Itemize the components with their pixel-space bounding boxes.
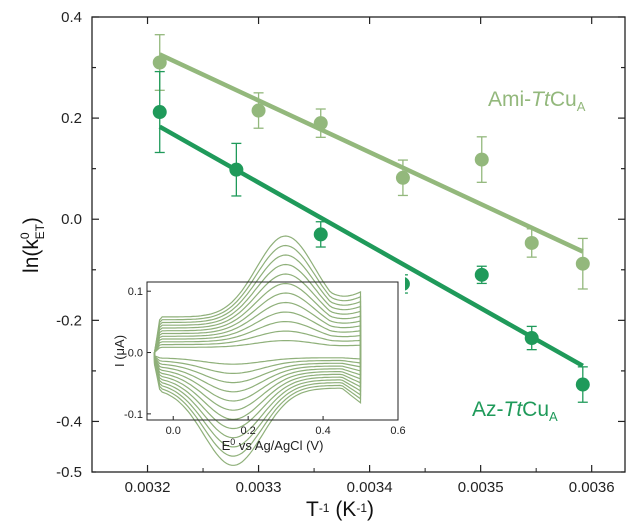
x-axis-title: T-1 (K-1) (306, 498, 374, 521)
plot-frame (91, 16, 626, 473)
cv-curve (153, 235, 362, 466)
y-tick-label: -0.5 (56, 464, 82, 481)
inset-x-tick-label: 0.6 (390, 425, 405, 437)
fit-line (158, 52, 584, 254)
series-ami: Ami-TtCuA (152, 34, 590, 290)
data-point (152, 105, 167, 120)
data-point (251, 103, 266, 118)
x-tick-label: 0.0032 (125, 479, 171, 496)
cv-curves (153, 235, 362, 466)
y-tick-label: 0.4 (61, 9, 82, 26)
series-label: Ami-TtCuA (488, 88, 586, 114)
data-point (395, 170, 410, 185)
y-axis-title: ln(k0ET) (18, 217, 47, 273)
inset-plot: 0.0 0.2 0.4 0.6 -0.1 0.0 0.1 E0 vs Ag/AgCl (V) I… (112, 235, 406, 466)
inset-frame (146, 281, 399, 421)
inset-y-axis-title: I (μA) (112, 335, 127, 367)
inset-y-tick-label: 0.0 (128, 348, 143, 360)
inset-y-tick-label: 0.1 (128, 286, 143, 298)
inset-x-tick-label: 0.0 (166, 425, 181, 437)
y-tick-label: -0.4 (56, 413, 82, 430)
x-tick-label: 0.0036 (569, 479, 615, 496)
main-plot: 0.0032 0.0033 0.0034 0.0035 0.0036 -0.5 -0.4 -0… (18, 9, 626, 521)
y-tick-label: 0.2 (61, 110, 82, 127)
inset-x-axis-title: E0 vs Ag/AgCl (V) (222, 437, 324, 453)
data-point (152, 55, 167, 70)
data-point (524, 235, 539, 250)
x-tick-label: 0.0035 (458, 479, 504, 496)
data-point (474, 267, 489, 282)
inset-x-tick-label: 0.2 (241, 425, 256, 437)
inset-y-tick-label: -0.1 (124, 409, 143, 421)
x-tick-label: 0.0034 (347, 479, 393, 496)
data-point (575, 256, 590, 271)
inset-x-tick-label: 0.4 (315, 425, 330, 437)
data-point (474, 152, 489, 167)
x-tick-label: 0.0033 (236, 479, 282, 496)
data-point (229, 162, 244, 177)
series-label: Az-TtCuA (472, 398, 558, 424)
y-tick-label: 0.0 (61, 211, 82, 228)
data-point (313, 116, 328, 131)
data-point (575, 377, 590, 392)
y-tick-label: -0.2 (56, 312, 82, 329)
data-point (313, 227, 328, 242)
data-point (524, 331, 539, 346)
